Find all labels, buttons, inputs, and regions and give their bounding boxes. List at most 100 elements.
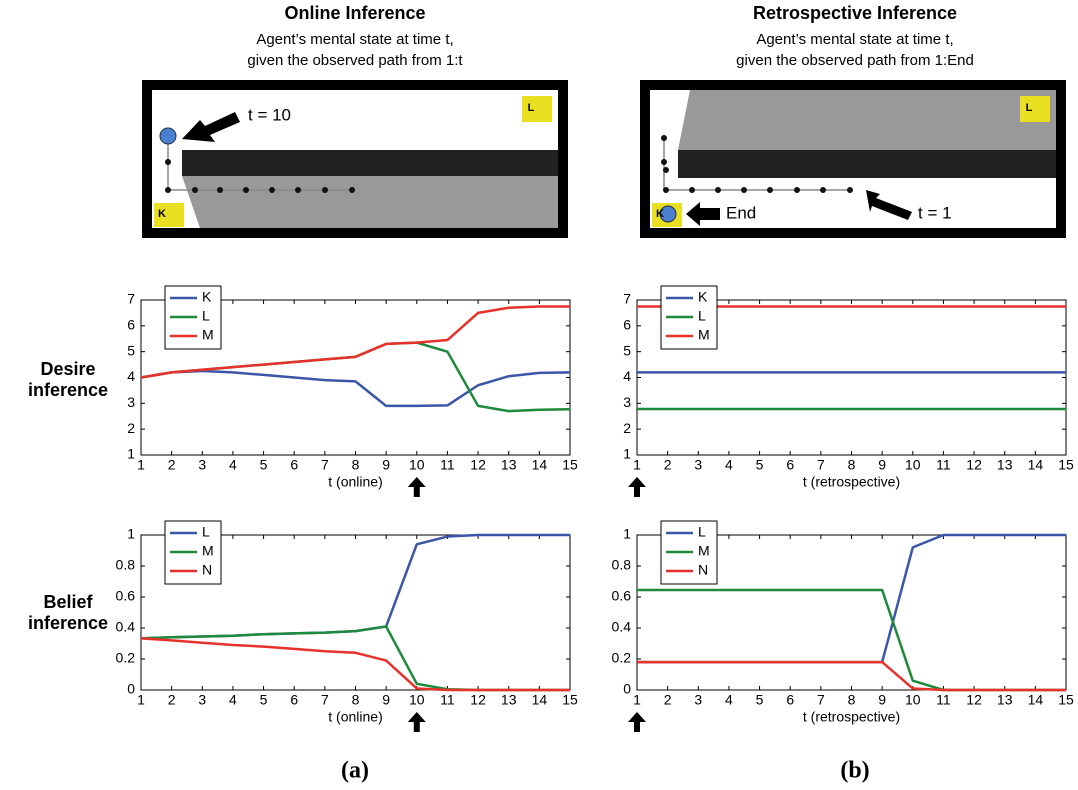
- x-axis-label: t (retrospective): [803, 709, 900, 725]
- x-tick-label: 13: [501, 692, 517, 708]
- x-tick-label: 15: [1058, 457, 1074, 473]
- row-label: Desire: [40, 359, 95, 379]
- y-tick-label: 5: [127, 342, 135, 358]
- column-subtitle: Agent’s mental state at time t,: [756, 31, 953, 48]
- x-tick-label: 5: [260, 457, 268, 473]
- legend-label: M: [202, 327, 214, 343]
- time-arrow: [407, 477, 426, 497]
- x-tick-label: 15: [562, 692, 578, 708]
- x-tick-label: 10: [409, 457, 425, 473]
- legend-label: N: [202, 562, 212, 578]
- x-tick-label: 13: [997, 692, 1013, 708]
- legend-label: K: [202, 289, 212, 305]
- series-line: [140, 637, 570, 692]
- y-tick-label: 7: [127, 291, 135, 307]
- series-line: [637, 660, 1066, 692]
- x-tick-label: 14: [1028, 457, 1044, 473]
- x-tick-label: 6: [786, 457, 794, 473]
- y-tick-label: 0: [623, 681, 631, 697]
- legend-label: M: [202, 543, 214, 559]
- column-subtitle: Agent’s mental state at time t,: [256, 31, 453, 48]
- x-tick-label: 3: [198, 457, 206, 473]
- column-title: Retrospective Inference: [753, 3, 957, 23]
- x-tick-label: 8: [352, 457, 360, 473]
- y-tick-label: 2: [623, 420, 631, 436]
- x-tick-label: 9: [382, 692, 390, 708]
- legend-label: M: [698, 543, 710, 559]
- x-tick-label: 4: [725, 457, 733, 473]
- y-tick-label: 0.8: [612, 557, 632, 573]
- x-tick-label: 1: [633, 692, 641, 708]
- x-tick-label: 12: [470, 457, 486, 473]
- y-tick-label: 1: [623, 446, 631, 462]
- x-tick-label: 14: [532, 692, 548, 708]
- legend-label: L: [698, 308, 706, 324]
- x-tick-label: 6: [786, 692, 794, 708]
- x-tick-label: 9: [878, 457, 886, 473]
- time-arrow: [628, 712, 646, 732]
- map-annotation: End: [726, 203, 756, 222]
- x-tick-label: 4: [229, 457, 237, 473]
- row-label: inference: [28, 613, 108, 633]
- x-tick-label: 14: [1028, 692, 1044, 708]
- series-line: [140, 305, 570, 379]
- x-tick-label: 7: [321, 457, 329, 473]
- y-tick-label: 0.2: [116, 650, 136, 666]
- legend-label: L: [698, 524, 706, 540]
- x-tick-label: 8: [848, 692, 856, 708]
- x-axis-label: t (online): [328, 709, 382, 725]
- x-tick-label: 10: [905, 692, 921, 708]
- legend-label: L: [202, 524, 210, 540]
- x-tick-label: 1: [137, 692, 145, 708]
- x-tick-label: 11: [936, 457, 951, 473]
- x-tick-label: 13: [501, 457, 517, 473]
- x-tick-label: 15: [562, 457, 578, 473]
- truck-label: L: [1026, 102, 1033, 114]
- x-tick-label: 5: [260, 692, 268, 708]
- x-tick-label: 8: [848, 457, 856, 473]
- map-annotation: t = 10: [248, 105, 291, 124]
- y-tick-label: 4: [127, 368, 135, 384]
- x-axis-label: t (online): [328, 474, 382, 490]
- y-tick-label: 0.6: [116, 588, 136, 604]
- x-tick-label: 7: [817, 692, 825, 708]
- row-label: Belief: [43, 592, 93, 612]
- x-tick-label: 4: [229, 692, 237, 708]
- y-tick-label: 7: [623, 291, 631, 307]
- time-arrow: [407, 712, 426, 732]
- x-tick-label: 2: [168, 457, 176, 473]
- x-tick-label: 12: [966, 692, 982, 708]
- y-tick-label: 4: [623, 368, 631, 384]
- y-tick-label: 1: [623, 526, 631, 542]
- x-tick-label: 13: [997, 457, 1013, 473]
- map-annotation: t = 1: [918, 203, 952, 222]
- panel-label: (b): [840, 758, 869, 784]
- legend-label: K: [698, 289, 708, 305]
- x-axis-label: t (retrospective): [803, 474, 900, 490]
- y-tick-label: 5: [623, 342, 631, 358]
- x-tick-label: 2: [664, 692, 672, 708]
- x-tick-label: 8: [352, 692, 360, 708]
- x-tick-label: 6: [290, 457, 298, 473]
- x-tick-label: 2: [664, 457, 672, 473]
- x-tick-label: 9: [382, 457, 390, 473]
- y-tick-label: 0.4: [116, 619, 136, 635]
- y-tick-label: 6: [127, 317, 135, 333]
- x-tick-label: 10: [905, 457, 921, 473]
- x-tick-label: 1: [137, 457, 145, 473]
- x-tick-label: 4: [725, 692, 733, 708]
- y-tick-label: 6: [623, 317, 631, 333]
- map: L K t = 10: [142, 80, 568, 238]
- x-tick-label: 14: [532, 457, 548, 473]
- y-tick-label: 1: [127, 526, 135, 542]
- x-tick-label: 5: [756, 457, 764, 473]
- y-tick-label: 1: [127, 446, 135, 462]
- x-tick-label: 6: [290, 692, 298, 708]
- x-tick-label: 11: [440, 457, 455, 473]
- x-tick-label: 10: [409, 692, 425, 708]
- column-subtitle: given the observed path from 1:End: [736, 52, 974, 69]
- x-tick-label: 3: [198, 692, 206, 708]
- row-label: inference: [28, 380, 108, 400]
- x-tick-label: 11: [936, 692, 951, 708]
